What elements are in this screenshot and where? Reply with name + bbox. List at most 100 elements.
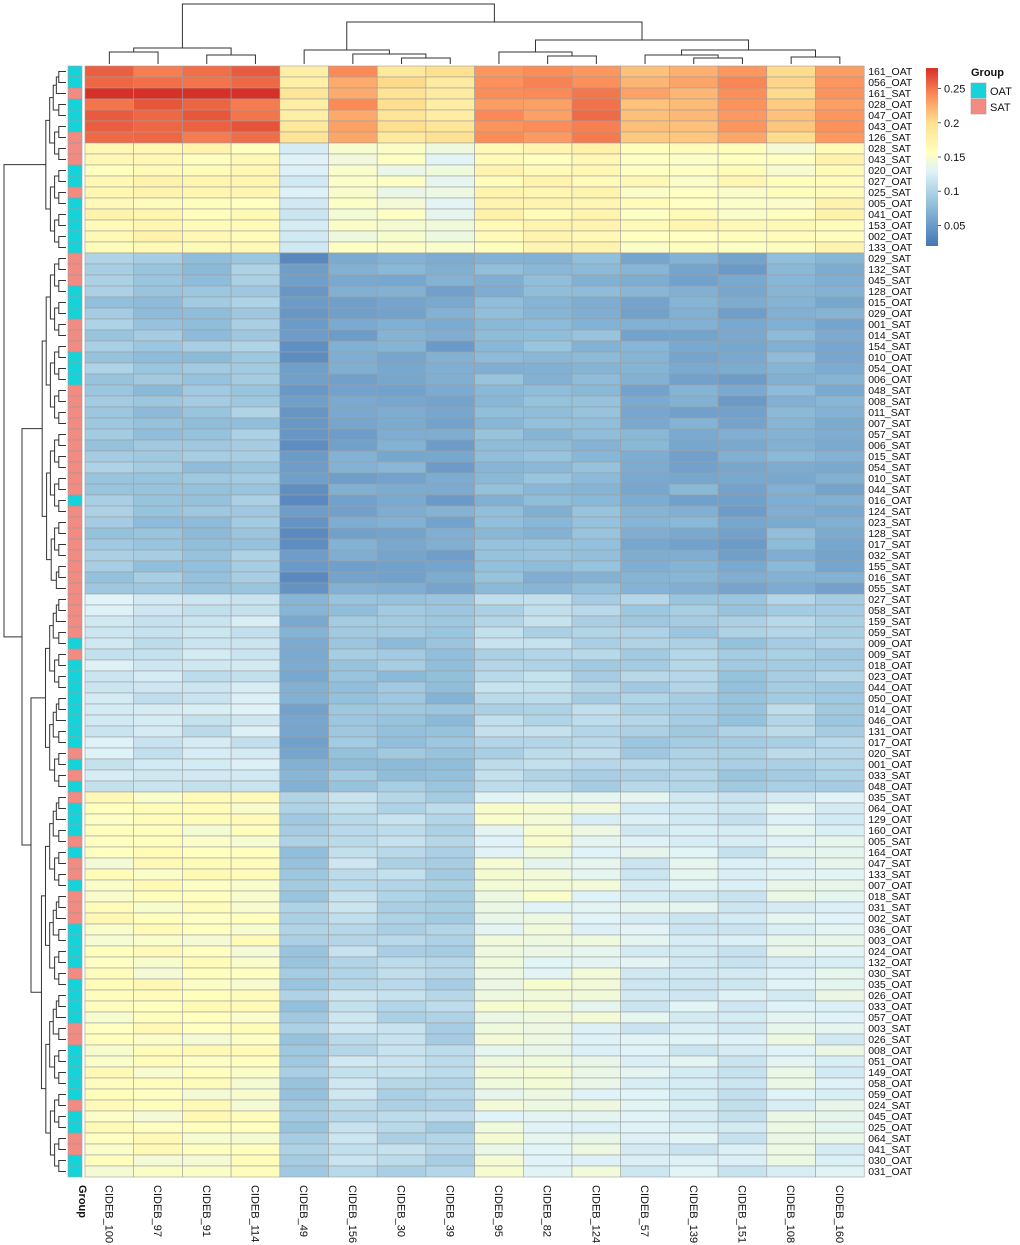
heatmap-cell bbox=[522, 967, 573, 980]
dendrogram-branch bbox=[58, 698, 66, 710]
heatmap-cell bbox=[425, 296, 475, 309]
heatmap-cell bbox=[328, 923, 378, 936]
heatmap-cell bbox=[717, 1055, 768, 1068]
heatmap-cell bbox=[133, 912, 183, 925]
heatmap-cell bbox=[230, 1099, 281, 1112]
heatmap-cell bbox=[522, 219, 573, 232]
heatmap-cell bbox=[717, 296, 768, 309]
heatmap-cell bbox=[376, 791, 427, 804]
heatmap-cell bbox=[425, 153, 475, 166]
row-label: 164_OAT bbox=[868, 847, 913, 859]
heatmap-cell bbox=[766, 1110, 816, 1123]
heatmap-cell bbox=[84, 395, 135, 408]
heatmap-cell bbox=[425, 197, 475, 210]
heatmap-cell bbox=[230, 725, 281, 738]
heatmap-cell bbox=[474, 461, 524, 474]
heatmap-cell bbox=[717, 571, 768, 584]
heatmap-cell bbox=[522, 857, 573, 870]
heatmap-cell bbox=[182, 208, 232, 221]
heatmap-cell bbox=[376, 65, 427, 78]
row-label: 044_OAT bbox=[868, 682, 913, 694]
heatmap-cell bbox=[133, 252, 183, 265]
heatmap-cell bbox=[230, 604, 281, 617]
heatmap-cell bbox=[230, 1033, 281, 1046]
heatmap-cell bbox=[328, 582, 378, 595]
heatmap-cell bbox=[766, 857, 816, 870]
heatmap-cell bbox=[620, 670, 670, 683]
heatmap-cell bbox=[84, 351, 135, 364]
heatmap-cell bbox=[766, 87, 816, 100]
heatmap-cell bbox=[669, 659, 719, 672]
heatmap-cell bbox=[230, 1077, 281, 1090]
heatmap-cell bbox=[766, 1033, 816, 1046]
group-annotation-cell bbox=[67, 1132, 83, 1145]
dendrogram-branch bbox=[54, 263, 59, 287]
heatmap-cell bbox=[376, 505, 427, 518]
heatmap-cell bbox=[620, 945, 670, 958]
heatmap-cell bbox=[328, 626, 378, 639]
heatmap-cell bbox=[182, 362, 232, 375]
heatmap-cell bbox=[182, 76, 232, 89]
heatmap-cell bbox=[182, 516, 232, 529]
heatmap-cell bbox=[182, 461, 232, 474]
row-label: 055_SAT bbox=[868, 583, 912, 595]
heatmap-cell bbox=[571, 76, 622, 89]
heatmap-cell bbox=[766, 252, 816, 265]
row-label: 015_SAT bbox=[868, 451, 912, 463]
heatmap-cell bbox=[133, 1143, 183, 1156]
heatmap-cell bbox=[815, 549, 865, 562]
heatmap-cell bbox=[669, 263, 719, 276]
heatmap-cell bbox=[571, 1033, 622, 1046]
heatmap-cell bbox=[84, 857, 135, 870]
heatmap-cell bbox=[571, 1088, 622, 1101]
heatmap-cell bbox=[474, 1088, 524, 1101]
heatmap-cell bbox=[182, 428, 232, 441]
heatmap-cell bbox=[279, 208, 329, 221]
heatmap-cell bbox=[474, 109, 524, 122]
heatmap-cell bbox=[474, 1022, 524, 1035]
heatmap-cell bbox=[279, 703, 329, 716]
heatmap-cell bbox=[182, 923, 232, 936]
heatmap-cell bbox=[766, 659, 816, 672]
heatmap-cell bbox=[425, 120, 475, 133]
heatmap-cell bbox=[815, 659, 865, 672]
heatmap-cell bbox=[522, 252, 573, 265]
heatmap-cell bbox=[376, 659, 427, 672]
heatmap-cell bbox=[328, 340, 378, 353]
heatmap-cell bbox=[522, 1099, 573, 1112]
heatmap-cell bbox=[766, 142, 816, 155]
heatmap-cell bbox=[133, 329, 183, 342]
heatmap-cell bbox=[717, 560, 768, 573]
heatmap-cell bbox=[571, 230, 622, 243]
heatmap-cell bbox=[328, 736, 378, 749]
heatmap-cell bbox=[717, 791, 768, 804]
heatmap-cell bbox=[620, 318, 670, 331]
heatmap-cell bbox=[522, 153, 573, 166]
row-label: 033_OAT bbox=[868, 1001, 913, 1013]
heatmap-cell bbox=[425, 692, 475, 705]
row-label: 133_OAT bbox=[868, 242, 913, 254]
heatmap-cell bbox=[182, 582, 232, 595]
heatmap-cell bbox=[84, 1143, 135, 1156]
heatmap-cell bbox=[571, 703, 622, 716]
group-annotation-cell bbox=[67, 791, 83, 804]
heatmap-cell bbox=[766, 362, 816, 375]
heatmap-cell bbox=[230, 549, 281, 562]
heatmap-cell bbox=[815, 780, 865, 793]
row-label: 057_OAT bbox=[868, 1012, 913, 1024]
heatmap-cell bbox=[620, 1121, 670, 1134]
heatmap-cell bbox=[328, 65, 378, 78]
heatmap-cell bbox=[328, 516, 378, 529]
heatmap-cell bbox=[376, 703, 427, 716]
dendrogram-branch bbox=[58, 390, 66, 402]
heatmap-cell bbox=[84, 659, 135, 672]
heatmap-cell bbox=[620, 87, 670, 100]
heatmap-cell bbox=[182, 747, 232, 760]
heatmap-cell bbox=[669, 87, 719, 100]
heatmap-cell bbox=[230, 263, 281, 276]
heatmap-cell bbox=[182, 780, 232, 793]
dendrogram-branch bbox=[58, 676, 66, 688]
heatmap-cell bbox=[474, 923, 524, 936]
row-label: 047_OAT bbox=[868, 110, 913, 122]
heatmap-cell bbox=[815, 1022, 865, 1035]
